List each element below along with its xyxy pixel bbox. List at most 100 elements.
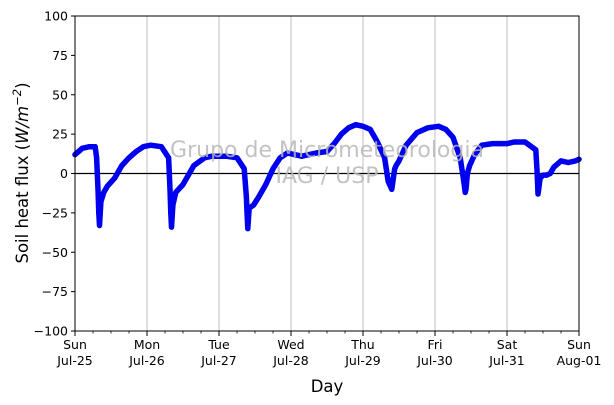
- x-tick-weekday-7: Sun: [567, 337, 591, 352]
- y-tick-label-0: −100: [34, 324, 68, 339]
- series-0-point-47: [324, 148, 330, 155]
- watermark: Grupo de Micrometeorologia IAG / USP: [170, 138, 484, 189]
- series-0-point-40: [270, 166, 276, 172]
- series-0-point-60: [393, 163, 399, 169]
- x-tick-weekday-4: Thu: [350, 337, 374, 352]
- series-0-point-29: [216, 153, 222, 159]
- y-tick-label-1: −75: [42, 284, 68, 299]
- series-0-point-8: [96, 222, 103, 229]
- series-0-point-30: [223, 153, 229, 159]
- series-0-point-61: [396, 158, 402, 164]
- series-0-point-77: [497, 141, 503, 147]
- series-0-point-10: [101, 189, 107, 195]
- x-tick-date-4: Jul-29: [344, 353, 381, 368]
- series-0-point-43: [292, 152, 298, 158]
- series-0-point-16: [140, 144, 146, 150]
- series-0-point-36: [246, 205, 252, 211]
- y-axis-title-unit: W/m: [13, 106, 32, 144]
- y-tick-label-8: 100: [44, 9, 68, 24]
- series-0-point-63: [414, 130, 420, 136]
- series-0-point-9: [98, 199, 104, 205]
- series-0-point-46: [313, 150, 319, 156]
- series-0-point-41: [277, 155, 283, 161]
- series-0-point-24: [173, 189, 179, 195]
- x-tick-weekday-0: Sun: [63, 337, 87, 352]
- series-0-point-73: [467, 163, 473, 169]
- series-0-point-54: [374, 139, 380, 145]
- series-0-point-76: [490, 141, 496, 147]
- series-layer: [72, 121, 582, 232]
- x-tick-date-7: Aug-01: [557, 353, 602, 368]
- series-0-point-3: [86, 144, 92, 150]
- x-tick-date-0: Jul-25: [56, 353, 93, 368]
- series-0-point-62: [403, 142, 409, 148]
- y-axis-title-close: ): [13, 82, 32, 88]
- y-axis-title-text: Soil heat flux (: [13, 144, 32, 264]
- series-0-point-67: [450, 134, 456, 140]
- series-0-point-18: [158, 144, 164, 150]
- series-0-point-19: [166, 155, 172, 161]
- series-0-point-31: [234, 155, 240, 161]
- y-tick-label-4: 0: [60, 166, 68, 181]
- series-0-point-26: [191, 163, 197, 169]
- x-tick-weekday-2: Tue: [207, 337, 230, 352]
- x-tick-date-6: Jul-31: [488, 353, 525, 368]
- series-0-point-42: [284, 150, 290, 156]
- series-0-point-15: [133, 148, 139, 155]
- series-0-point-48: [331, 141, 337, 147]
- series-0-point-66: [443, 126, 449, 132]
- series-0-point-45: [306, 152, 312, 158]
- series-0-point-38: [256, 194, 262, 200]
- series-0-point-44: [299, 153, 305, 159]
- series-0-point-52: [360, 123, 366, 129]
- series-0-point-7: [96, 210, 102, 216]
- series-0-point-68: [457, 155, 463, 161]
- x-axis: SunJul-25MonJul-26TueJul-27WedJul-28ThuJ…: [56, 331, 601, 368]
- series-0-point-86: [540, 172, 546, 178]
- y-axis-title: Soil heat flux (W/m−2): [10, 82, 32, 263]
- series-0-point-72: [464, 170, 470, 177]
- series-0-point-53: [367, 126, 373, 132]
- x-tick-weekday-3: Wed: [277, 337, 304, 352]
- series-0-point-6: [95, 186, 101, 192]
- y-tick-label-6: 50: [52, 87, 68, 102]
- series-0-point-23: [170, 202, 176, 208]
- series-0-point-89: [551, 164, 557, 170]
- series-0-point-28: [209, 153, 215, 159]
- x-tick-date-2: Jul-27: [200, 353, 237, 368]
- series-0-point-74: [472, 152, 478, 158]
- series-0-point-90: [558, 158, 564, 164]
- series-0-point-88: [547, 170, 553, 177]
- x-tick-date-5: Jul-30: [416, 353, 453, 368]
- y-tick-label-5: 25: [52, 127, 68, 142]
- series-0-point-84: [536, 186, 542, 192]
- series-0-point-49: [338, 131, 344, 137]
- series-0-point-34: [244, 211, 250, 217]
- series-0-point-21: [168, 210, 174, 216]
- series-0-point-22: [168, 224, 175, 230]
- x-tick-weekday-6: Sat: [497, 337, 518, 352]
- series-0-point-2: [79, 145, 85, 151]
- series-0-point-69: [461, 178, 467, 184]
- series-0-point-4: [92, 144, 98, 150]
- series-0-point-39: [263, 181, 269, 188]
- series-0-point-75: [479, 142, 485, 148]
- series-0-point-80: [522, 139, 528, 145]
- series-0-point-17: [148, 142, 154, 148]
- series-0-point-25: [180, 181, 186, 188]
- series-0-point-55: [382, 155, 388, 161]
- series-line-0: [72, 121, 582, 232]
- series-0-point-58: [391, 170, 397, 177]
- watermark-line-1: Grupo de Micrometeorologia: [170, 138, 484, 163]
- y-tick-label-7: 75: [52, 48, 68, 63]
- series-0-point-27: [202, 155, 208, 161]
- series-0-point-83: [535, 191, 541, 197]
- series-0-point-56: [385, 178, 391, 184]
- y-axis: −100 −75 −50 −25 0 25 50 75 100: [34, 9, 75, 339]
- series-0-point-50: [346, 125, 352, 131]
- series-0-point-81: [533, 147, 539, 153]
- series-0-point-14: [126, 155, 132, 161]
- series-0-point-78: [504, 141, 510, 147]
